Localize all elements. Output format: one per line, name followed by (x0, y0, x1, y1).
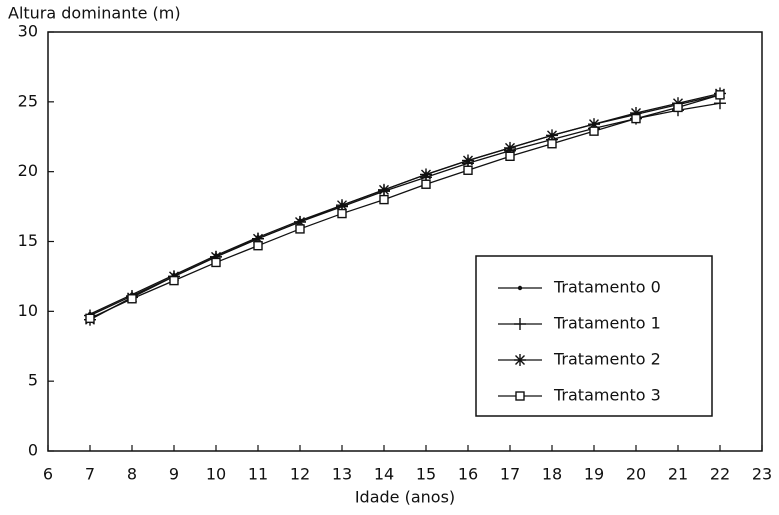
marker-square (211, 257, 221, 268)
marker-square (253, 240, 263, 251)
marker-square (505, 151, 515, 162)
square (421, 179, 431, 189)
x-tick-label: 13 (332, 465, 352, 484)
y-tick-label: 10 (18, 301, 38, 320)
marker-square (379, 194, 389, 205)
stroke (421, 169, 431, 180)
y-tick-label: 5 (28, 371, 38, 390)
x-tick-label: 17 (500, 465, 520, 484)
legend-label: Tratamento 0 (553, 278, 661, 297)
y-tick-label: 30 (18, 22, 38, 41)
y-tick-label: 0 (28, 441, 38, 460)
marker-square (463, 165, 473, 175)
marker-square (547, 139, 557, 149)
marker-square (631, 113, 641, 124)
x-tick-label: 7 (85, 465, 95, 484)
marker-square (127, 294, 137, 304)
x-tick-label: 6 (43, 465, 53, 484)
marker-star (420, 168, 432, 181)
marker-dot (517, 285, 523, 291)
square (547, 139, 557, 149)
square (589, 126, 599, 136)
marker-square (295, 224, 305, 234)
y-tick-label: 25 (18, 91, 38, 110)
marker-square (515, 391, 525, 401)
marker-square (85, 313, 95, 324)
square (253, 240, 263, 251)
marker-star (462, 154, 474, 167)
square (295, 224, 305, 234)
legend-label: Tratamento 3 (553, 386, 661, 405)
x-tick-label: 14 (374, 465, 394, 484)
x-tick-label: 18 (542, 465, 562, 484)
marker-square (337, 208, 347, 219)
square (337, 208, 347, 219)
series-line (89, 94, 721, 319)
x-tick-label: 19 (584, 465, 604, 484)
marker-star (514, 354, 526, 366)
square (211, 257, 221, 268)
x-tick-label: 12 (290, 465, 310, 484)
stroke (505, 142, 515, 153)
x-axis-label: Idade (anos) (355, 488, 455, 507)
marker-square (421, 179, 431, 189)
square (715, 90, 725, 100)
x-tick-label: 15 (416, 465, 436, 484)
dot (517, 285, 523, 291)
stroke (547, 130, 557, 141)
stroke (515, 355, 525, 365)
x-tick-label: 22 (710, 465, 730, 484)
x-tick-label: 9 (169, 465, 179, 484)
x-tick-label: 21 (668, 465, 688, 484)
x-tick-label: 16 (458, 465, 478, 484)
y-tick-label: 20 (18, 161, 38, 180)
marker-square (715, 90, 725, 100)
square (379, 194, 389, 205)
series-line (89, 92, 721, 321)
stroke (337, 200, 347, 211)
square (85, 313, 95, 324)
legend-label: Tratamento 2 (553, 350, 661, 369)
marker-square (589, 126, 599, 136)
x-tick-label: 11 (248, 465, 268, 484)
square (631, 113, 641, 124)
square (127, 294, 137, 304)
legend-label: Tratamento 1 (553, 314, 661, 333)
marker-square (673, 102, 683, 113)
square (505, 151, 515, 162)
marker-square (169, 275, 179, 286)
x-tick-label: 10 (206, 465, 226, 484)
stroke (463, 155, 473, 166)
marker-star (378, 183, 390, 196)
legend-box (475, 255, 713, 417)
marker-plus (514, 318, 526, 330)
chart-title: Altura dominante (m) (8, 4, 181, 23)
y-tick-label: 15 (18, 231, 38, 250)
x-tick-label: 20 (626, 465, 646, 484)
square (673, 102, 683, 113)
x-tick-label: 8 (127, 465, 137, 484)
square (463, 165, 473, 175)
stroke (379, 184, 389, 195)
x-tick-label: 23 (752, 465, 772, 484)
square (515, 391, 525, 401)
square (169, 275, 179, 286)
